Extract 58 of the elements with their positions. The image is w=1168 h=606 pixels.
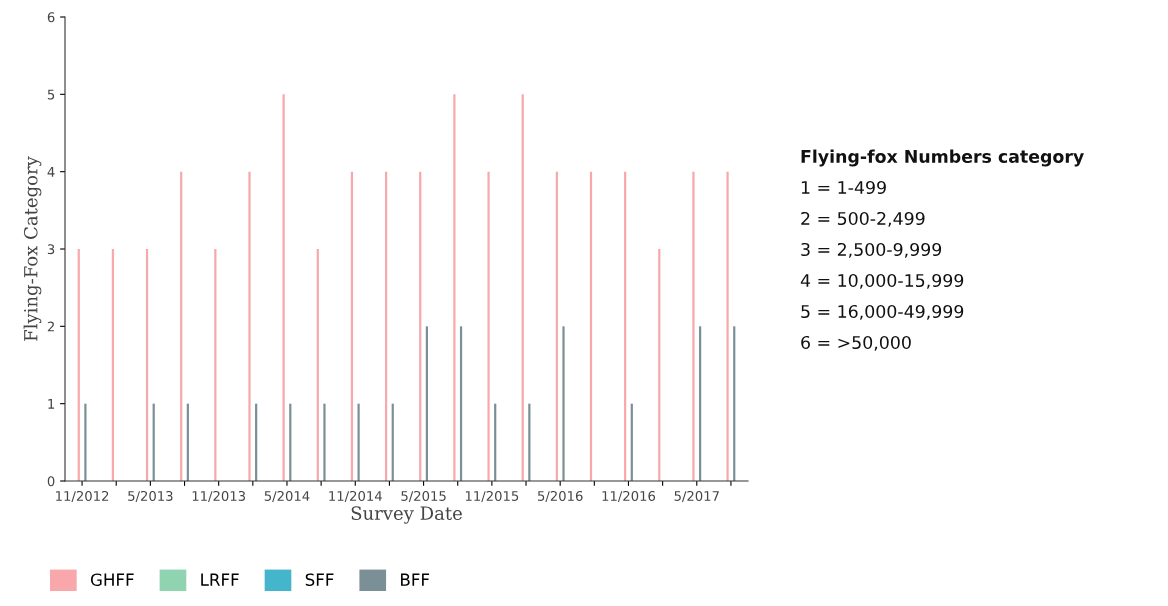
- x-tick-label: 5/2013: [128, 490, 173, 502]
- bar: [521, 94, 524, 481]
- x-tick-label: 11/2014: [329, 490, 382, 502]
- y-tick-label: 1: [48, 399, 55, 409]
- bar: [419, 171, 422, 481]
- text: 2 = 500-2,499: [801, 211, 925, 227]
- bar: [145, 249, 149, 481]
- bar: [624, 171, 627, 481]
- bar: [459, 326, 463, 481]
- bar: [658, 249, 661, 481]
- text: Flying-fox Numbers category: [801, 149, 1084, 167]
- bar: [698, 326, 702, 481]
- x-tick-label: 11/2012: [56, 490, 109, 502]
- bar: [555, 171, 558, 481]
- x-tick-label: 11/2013: [192, 490, 246, 502]
- bar: [425, 326, 429, 481]
- bar: [316, 249, 319, 481]
- bar: [357, 403, 360, 481]
- bar: [214, 249, 217, 481]
- y-tick-label: 6: [47, 12, 55, 23]
- x-tick-label: 11/2015: [465, 490, 519, 502]
- text: 3 = 2,500-9,999: [801, 242, 942, 258]
- x-tick-label: 5/2014: [264, 490, 310, 502]
- x-tick-label: 5/2015: [401, 490, 446, 502]
- text: 4 = 10,000-15,999: [800, 273, 964, 289]
- text: 5 = 16,000-49,999: [801, 304, 964, 320]
- bar: [692, 171, 695, 481]
- bar: [733, 326, 736, 481]
- y-axis-title: Flying-Fox Category: [23, 156, 42, 341]
- legend-label: LRFF: [201, 573, 239, 586]
- legend-label: GHFF: [90, 573, 134, 586]
- text: 1 = 1-499: [801, 180, 886, 195]
- bar: [384, 171, 388, 481]
- bar: [350, 171, 354, 481]
- x-axis-title: Survey Date: [351, 506, 462, 524]
- y-tick-label: 3: [47, 244, 55, 255]
- y-tick-label: 2: [47, 321, 54, 332]
- bar: [726, 171, 729, 481]
- y-tick-label: 0: [47, 476, 55, 487]
- bar: [180, 171, 183, 481]
- bar: [562, 326, 565, 481]
- bar: [487, 171, 490, 481]
- text: 6 = >50,000: [801, 335, 911, 351]
- legend-label: SFF: [305, 573, 334, 586]
- x-tick-label: 5/2017: [674, 490, 719, 502]
- bar: [323, 403, 326, 481]
- bar: [111, 249, 115, 481]
- x-tick-label: 11/2016: [602, 490, 656, 502]
- y-tick-label: 4: [47, 167, 55, 177]
- y-tick-label: 5: [47, 89, 55, 100]
- x-tick-label: 5/2016: [537, 490, 583, 502]
- bar: [248, 171, 251, 481]
- bar: [77, 249, 80, 481]
- bar: [589, 171, 593, 481]
- legend-label: BFF: [401, 573, 430, 586]
- bar: [84, 403, 87, 481]
- bar: [282, 94, 285, 481]
- bar: [453, 94, 456, 481]
